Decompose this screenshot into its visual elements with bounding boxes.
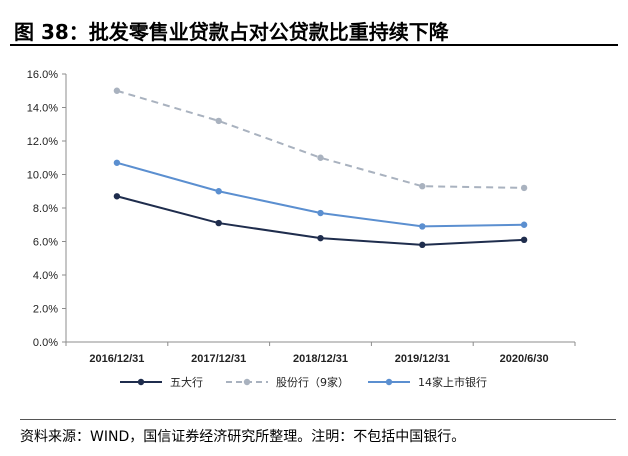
y-tick-label: 0.0% — [33, 337, 58, 349]
title-bar: 图 38：批发零售业贷款占对公贷款比重持续下降 — [10, 12, 618, 46]
legend-marker-0 — [137, 378, 145, 386]
chart-title: 图 38：批发零售业贷款占对公贷款比重持续下降 — [14, 20, 449, 44]
y-tick-label: 8.0% — [33, 203, 58, 215]
data-point — [317, 209, 324, 217]
data-point — [419, 223, 426, 230]
series-line-2 — [116, 161, 525, 228]
x-tick-label: 2017/12/31 — [191, 353, 246, 365]
data-point — [215, 219, 222, 227]
y-tick-label: 4.0% — [33, 270, 58, 282]
data-point — [520, 221, 528, 228]
data-point — [520, 236, 528, 244]
y-tick-label: 16.0% — [27, 69, 58, 81]
legend-marker-2 — [385, 378, 393, 386]
y-tick-label: 6.0% — [33, 237, 58, 249]
data-point — [215, 117, 222, 125]
data-point — [215, 188, 222, 195]
y-tick-label: 10.0% — [27, 170, 58, 182]
x-tick-label: 2018/12/31 — [293, 353, 348, 365]
data-point — [113, 87, 121, 94]
data-point — [317, 154, 324, 161]
data-point — [113, 193, 121, 200]
data-point — [317, 234, 324, 242]
x-tick-label: 2020/6/30 — [500, 353, 549, 365]
y-tick-label: 12.0% — [27, 136, 58, 148]
data-point — [419, 183, 426, 190]
y-tick-label: 2.0% — [33, 304, 58, 316]
line-chart: 0.0% 2.0% 4.0% 6.0% 8.0% 10.0% 12.0% 14.0% 16.0%… — [27, 69, 576, 389]
series-line-1 — [116, 89, 525, 189]
legend-marker-1 — [243, 378, 251, 386]
legend-label-1: 股份行（9家） — [276, 375, 349, 389]
legend-label-2: 14家上市银行 — [418, 375, 487, 389]
data-point — [419, 241, 426, 249]
data-point — [520, 184, 528, 192]
source-note: 资料来源：WIND，国信证券经济研究所整理。注明：不包括中国银行。 — [20, 419, 616, 446]
x-tick-label: 2016/12/31 — [89, 353, 144, 365]
data-point — [113, 159, 121, 166]
legend-label-0: 五大行 — [170, 375, 203, 389]
y-tick-label: 14.0% — [27, 103, 58, 115]
x-tick-label: 2019/12/31 — [395, 353, 450, 365]
